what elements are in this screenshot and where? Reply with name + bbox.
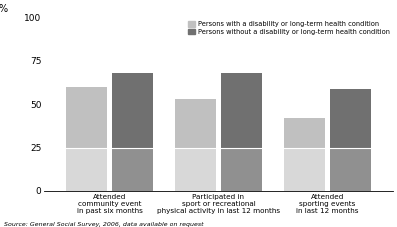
Bar (221, 148, 262, 191)
Text: %: % (0, 4, 8, 14)
Bar (175, 148, 216, 191)
Bar (66, 148, 107, 191)
Bar (112, 148, 153, 191)
Bar (330, 148, 371, 191)
Legend: Persons with a disability or long-term health condition, Persons without a disab: Persons with a disability or long-term h… (188, 21, 389, 35)
Text: Source: General Social Survey, 2006, data available on request: Source: General Social Survey, 2006, dat… (4, 222, 204, 227)
Bar (66, 87, 107, 148)
Bar (284, 148, 325, 191)
Bar (221, 73, 262, 148)
Bar (175, 99, 216, 148)
Bar (330, 89, 371, 148)
Bar (112, 73, 153, 148)
Bar (284, 118, 325, 148)
